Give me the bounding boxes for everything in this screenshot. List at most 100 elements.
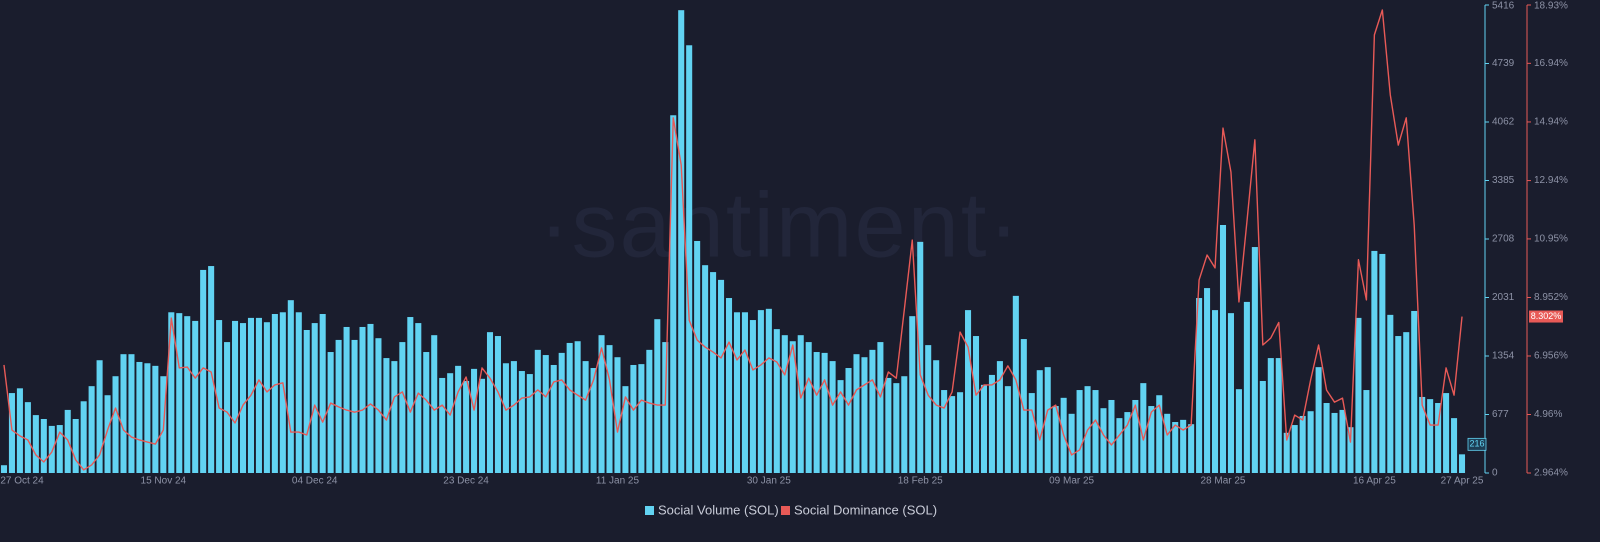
bar (1363, 390, 1370, 473)
y-tick-label: 1354 (1492, 351, 1515, 362)
x-tick-label: 09 Mar 25 (1049, 476, 1094, 487)
bar (925, 345, 932, 473)
bar (1076, 390, 1083, 473)
bar (781, 335, 788, 473)
y2-tick-label: 10.95% (1534, 234, 1568, 245)
y-tick-label: 5416 (1492, 1, 1515, 12)
x-tick-label: 30 Jan 25 (747, 476, 791, 487)
bar (1411, 310, 1418, 473)
bar (741, 312, 748, 473)
y2-tick-label: 16.94% (1534, 58, 1568, 69)
bar (1259, 380, 1266, 473)
bar (1267, 358, 1274, 473)
bar (710, 272, 717, 473)
bar (1323, 403, 1330, 473)
y2-tick-label: 4.96% (1534, 409, 1562, 420)
bar (980, 384, 988, 473)
bar (733, 312, 741, 473)
value-tag: 216 (1469, 439, 1484, 449)
bar (80, 401, 87, 473)
bar (805, 342, 812, 473)
bar (359, 326, 366, 473)
y-tick-label: 2708 (1492, 234, 1515, 245)
bar (168, 312, 175, 473)
bar (1458, 454, 1466, 473)
bar (845, 368, 852, 473)
value-tag: 8.302% (1531, 311, 1562, 321)
bar (239, 323, 247, 473)
bar (232, 320, 239, 473)
x-tick-label: 27 Oct 24 (0, 476, 44, 487)
y2-tick-label: 6.956% (1534, 351, 1568, 362)
bar (694, 240, 701, 473)
x-tick-label: 16 Apr 25 (1353, 476, 1396, 487)
bar (343, 326, 350, 473)
bar (909, 316, 916, 473)
bar (1331, 412, 1338, 473)
bar (32, 415, 39, 473)
bar (192, 320, 199, 473)
bar (1227, 313, 1234, 473)
bar (526, 374, 533, 473)
bar (311, 323, 318, 473)
x-tick-label: 23 Dec 24 (443, 476, 489, 487)
bar (678, 10, 685, 474)
bar (1347, 427, 1354, 473)
bar (200, 269, 207, 473)
x-tick-label: 28 Mar 25 (1200, 476, 1245, 487)
bar (407, 317, 414, 473)
bar (1435, 403, 1442, 473)
bar (646, 349, 653, 473)
bar (813, 352, 820, 473)
y-tick-label: 677 (1492, 409, 1509, 420)
bar (1036, 370, 1043, 473)
bar (176, 313, 183, 473)
bar (1012, 295, 1019, 473)
bar (1028, 393, 1035, 473)
y2-tick-label: 12.94% (1534, 175, 1568, 186)
bar (351, 339, 358, 473)
bar (861, 357, 868, 473)
bar (574, 341, 581, 473)
bar (1419, 396, 1426, 473)
bar (1315, 367, 1322, 473)
bar (431, 335, 438, 473)
bar (622, 386, 629, 473)
bar (184, 316, 191, 473)
bar (279, 312, 286, 473)
bar (510, 361, 517, 473)
bar (1275, 358, 1282, 473)
bar (1379, 253, 1386, 473)
bar (518, 371, 525, 473)
bar (471, 368, 478, 473)
bar (375, 338, 382, 473)
bar (1052, 406, 1059, 473)
bar (327, 352, 334, 473)
bar (24, 402, 31, 473)
bar (208, 266, 215, 473)
bar (1100, 408, 1107, 473)
bar (566, 342, 573, 473)
bar (949, 396, 956, 473)
bar (1339, 409, 1346, 473)
bar (1211, 310, 1219, 473)
bar (614, 357, 621, 473)
bar (901, 376, 908, 473)
legend-swatch (645, 506, 654, 515)
bar (391, 361, 398, 473)
watermark: ·santiment· (539, 174, 1021, 276)
bar (1148, 406, 1155, 473)
bar (112, 376, 119, 473)
bar (686, 45, 693, 473)
bar (1395, 336, 1402, 473)
bar (319, 314, 326, 473)
x-tick-label: 15 Nov 24 (141, 476, 187, 487)
bar (1283, 432, 1290, 473)
bar (1092, 390, 1099, 473)
bar (1116, 418, 1123, 473)
bar (1172, 422, 1179, 473)
bar (933, 360, 940, 473)
bar (1299, 415, 1306, 473)
